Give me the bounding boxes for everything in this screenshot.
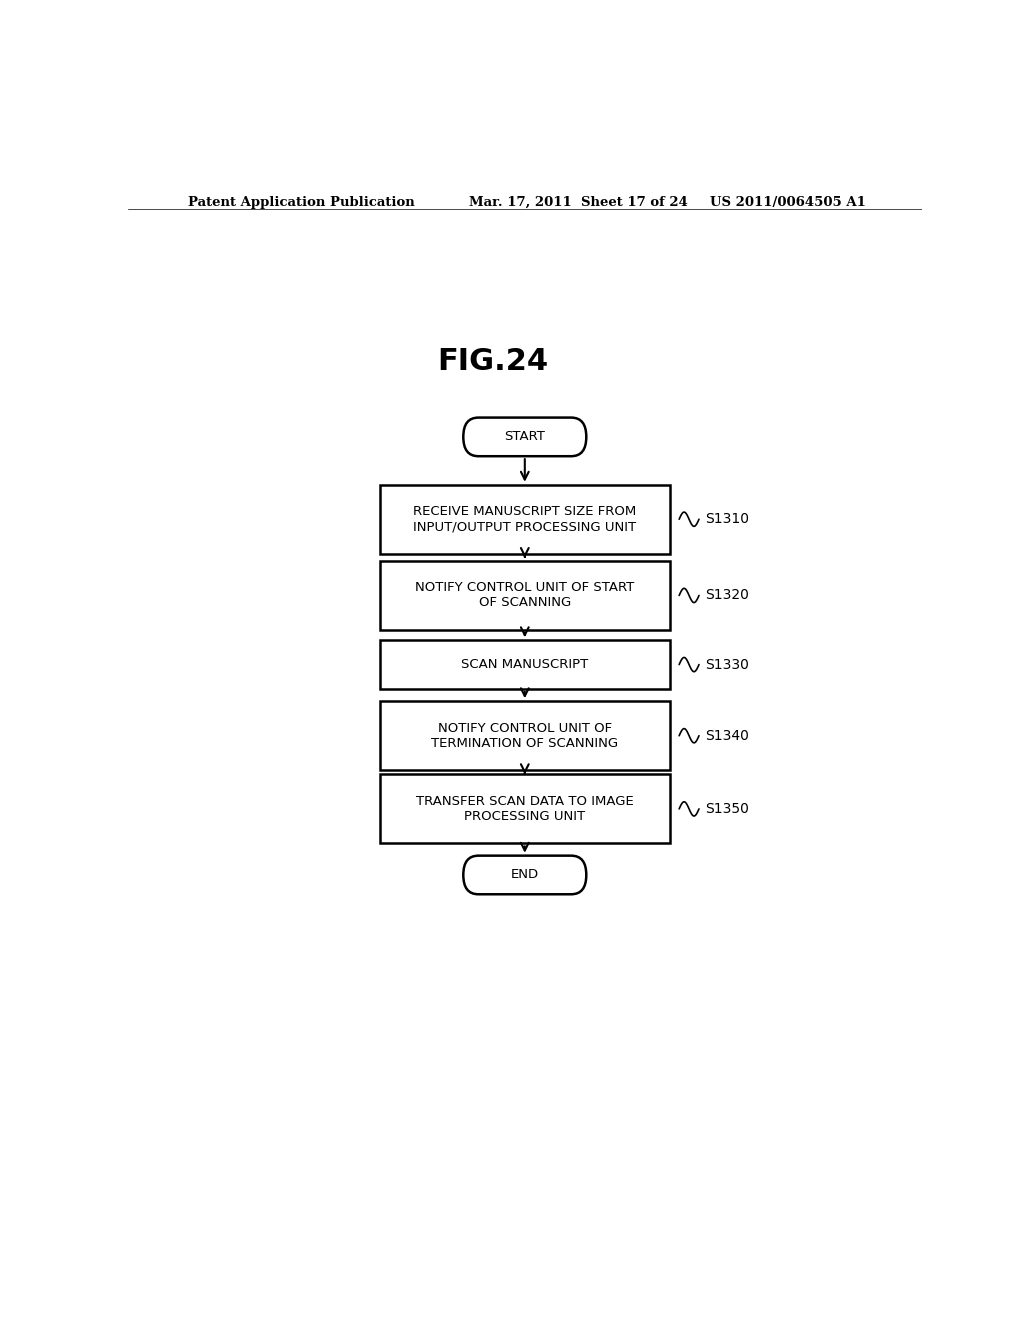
Text: S1330: S1330 — [706, 657, 750, 672]
Text: S1340: S1340 — [706, 729, 750, 743]
Text: US 2011/0064505 A1: US 2011/0064505 A1 — [711, 195, 866, 209]
FancyBboxPatch shape — [463, 417, 587, 457]
Text: Mar. 17, 2011  Sheet 17 of 24: Mar. 17, 2011 Sheet 17 of 24 — [469, 195, 688, 209]
Bar — [380, 775, 670, 843]
Text: NOTIFY CONTROL UNIT OF
TERMINATION OF SCANNING: NOTIFY CONTROL UNIT OF TERMINATION OF SC… — [431, 722, 618, 750]
Bar — [380, 484, 670, 554]
Bar — [380, 640, 670, 689]
Text: Patent Application Publication: Patent Application Publication — [187, 195, 415, 209]
Text: RECEIVE MANUSCRIPT SIZE FROM
INPUT/OUTPUT PROCESSING UNIT: RECEIVE MANUSCRIPT SIZE FROM INPUT/OUTPU… — [413, 506, 637, 533]
Text: S1310: S1310 — [706, 512, 750, 527]
FancyBboxPatch shape — [463, 855, 587, 894]
Text: START: START — [505, 430, 545, 444]
Text: SCAN MANUSCRIPT: SCAN MANUSCRIPT — [461, 659, 589, 671]
Text: S1320: S1320 — [706, 589, 750, 602]
Bar — [380, 701, 670, 771]
Bar — [380, 561, 670, 630]
Text: NOTIFY CONTROL UNIT OF START
OF SCANNING: NOTIFY CONTROL UNIT OF START OF SCANNING — [415, 581, 635, 610]
Text: TRANSFER SCAN DATA TO IMAGE
PROCESSING UNIT: TRANSFER SCAN DATA TO IMAGE PROCESSING U… — [416, 795, 634, 822]
Text: END: END — [511, 869, 539, 882]
Text: S1350: S1350 — [706, 801, 750, 816]
Text: FIG.24: FIG.24 — [437, 347, 549, 376]
